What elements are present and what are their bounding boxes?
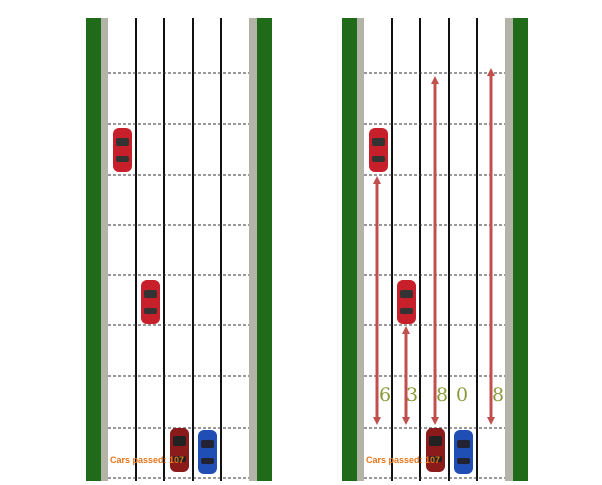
grass-right	[257, 18, 272, 481]
blue-car	[454, 430, 473, 474]
distance-label-lane-5: 8	[492, 384, 505, 406]
grass-right	[513, 18, 528, 481]
distance-label-lane-1: 6	[379, 384, 392, 406]
counter-value: 107	[425, 455, 441, 465]
counter-value: 107	[169, 455, 185, 465]
red-car	[369, 128, 388, 172]
dark-red-car	[170, 428, 189, 472]
distance-label-lane-2: 3	[406, 384, 419, 406]
road-view-left: Cars passed: 107	[86, 18, 272, 481]
grass-left	[86, 18, 101, 481]
counter-label: Cars passed:	[110, 455, 167, 465]
distance-label-lane-3: 8	[436, 384, 449, 406]
road-view-right: 6 3 8 0 8 Cars passed: 107	[342, 18, 528, 481]
shoulder-left	[101, 18, 108, 481]
lane-lines	[391, 18, 478, 481]
red-car	[141, 280, 160, 324]
counter-label: Cars passed:	[366, 455, 423, 465]
cars-passed-counter: Cars passed: 107	[110, 455, 184, 465]
dark-red-car	[426, 428, 445, 472]
red-car	[397, 280, 416, 324]
red-car	[113, 128, 132, 172]
shoulder-left	[357, 18, 364, 481]
shoulder-right	[249, 18, 257, 481]
grass-left	[342, 18, 357, 481]
lane-lines	[135, 18, 222, 481]
road-surface	[108, 18, 249, 481]
road-canvas-left	[86, 18, 272, 481]
cars-passed-counter: Cars passed: 107	[366, 455, 440, 465]
distance-arrows	[373, 68, 495, 425]
blue-car	[198, 430, 217, 474]
shoulder-right	[505, 18, 513, 481]
distance-label-lane-4: 0	[456, 384, 469, 406]
road-canvas-right	[342, 18, 528, 481]
